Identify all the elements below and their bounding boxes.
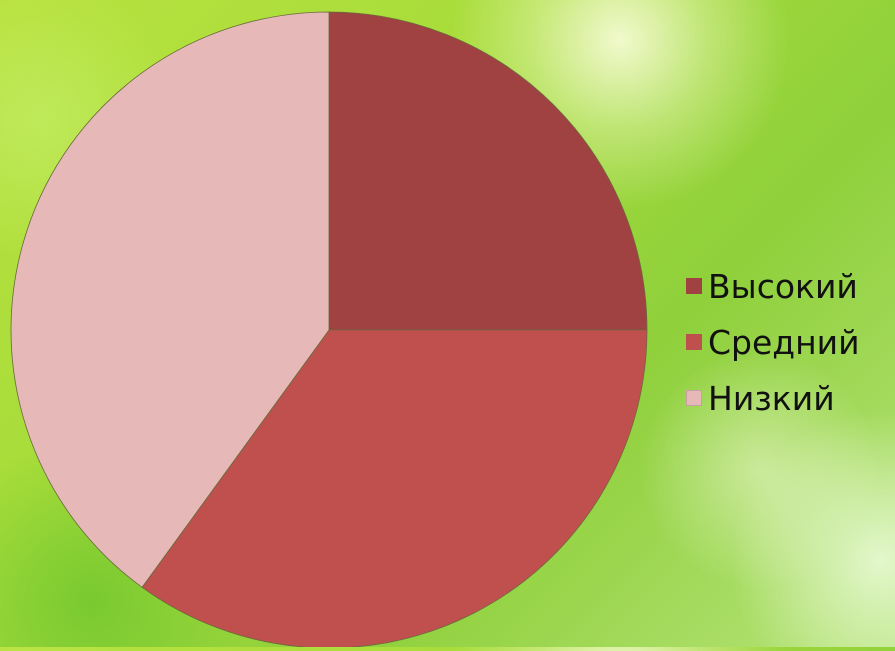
- legend-item-vysokiy: Высокий: [686, 258, 860, 314]
- legend-label-vysokiy: Высокий: [708, 266, 858, 306]
- pie-slice-nizkiy: [10, 11, 330, 588]
- legend-item-nizkiy: Низкий: [686, 370, 860, 426]
- legend-label-sredniy: Средний: [708, 322, 860, 362]
- legend-swatch-sredniy: [686, 334, 702, 350]
- chart-legend: Высокий Средний Низкий: [686, 258, 860, 426]
- legend-swatch-vysokiy: [686, 278, 702, 294]
- legend-label-nizkiy: Низкий: [708, 378, 835, 418]
- legend-swatch-nizkiy: [686, 390, 702, 406]
- pie-slice-vysokiy: [328, 11, 648, 331]
- legend-item-sredniy: Средний: [686, 314, 860, 370]
- pie-slice-sredniy: [141, 329, 648, 649]
